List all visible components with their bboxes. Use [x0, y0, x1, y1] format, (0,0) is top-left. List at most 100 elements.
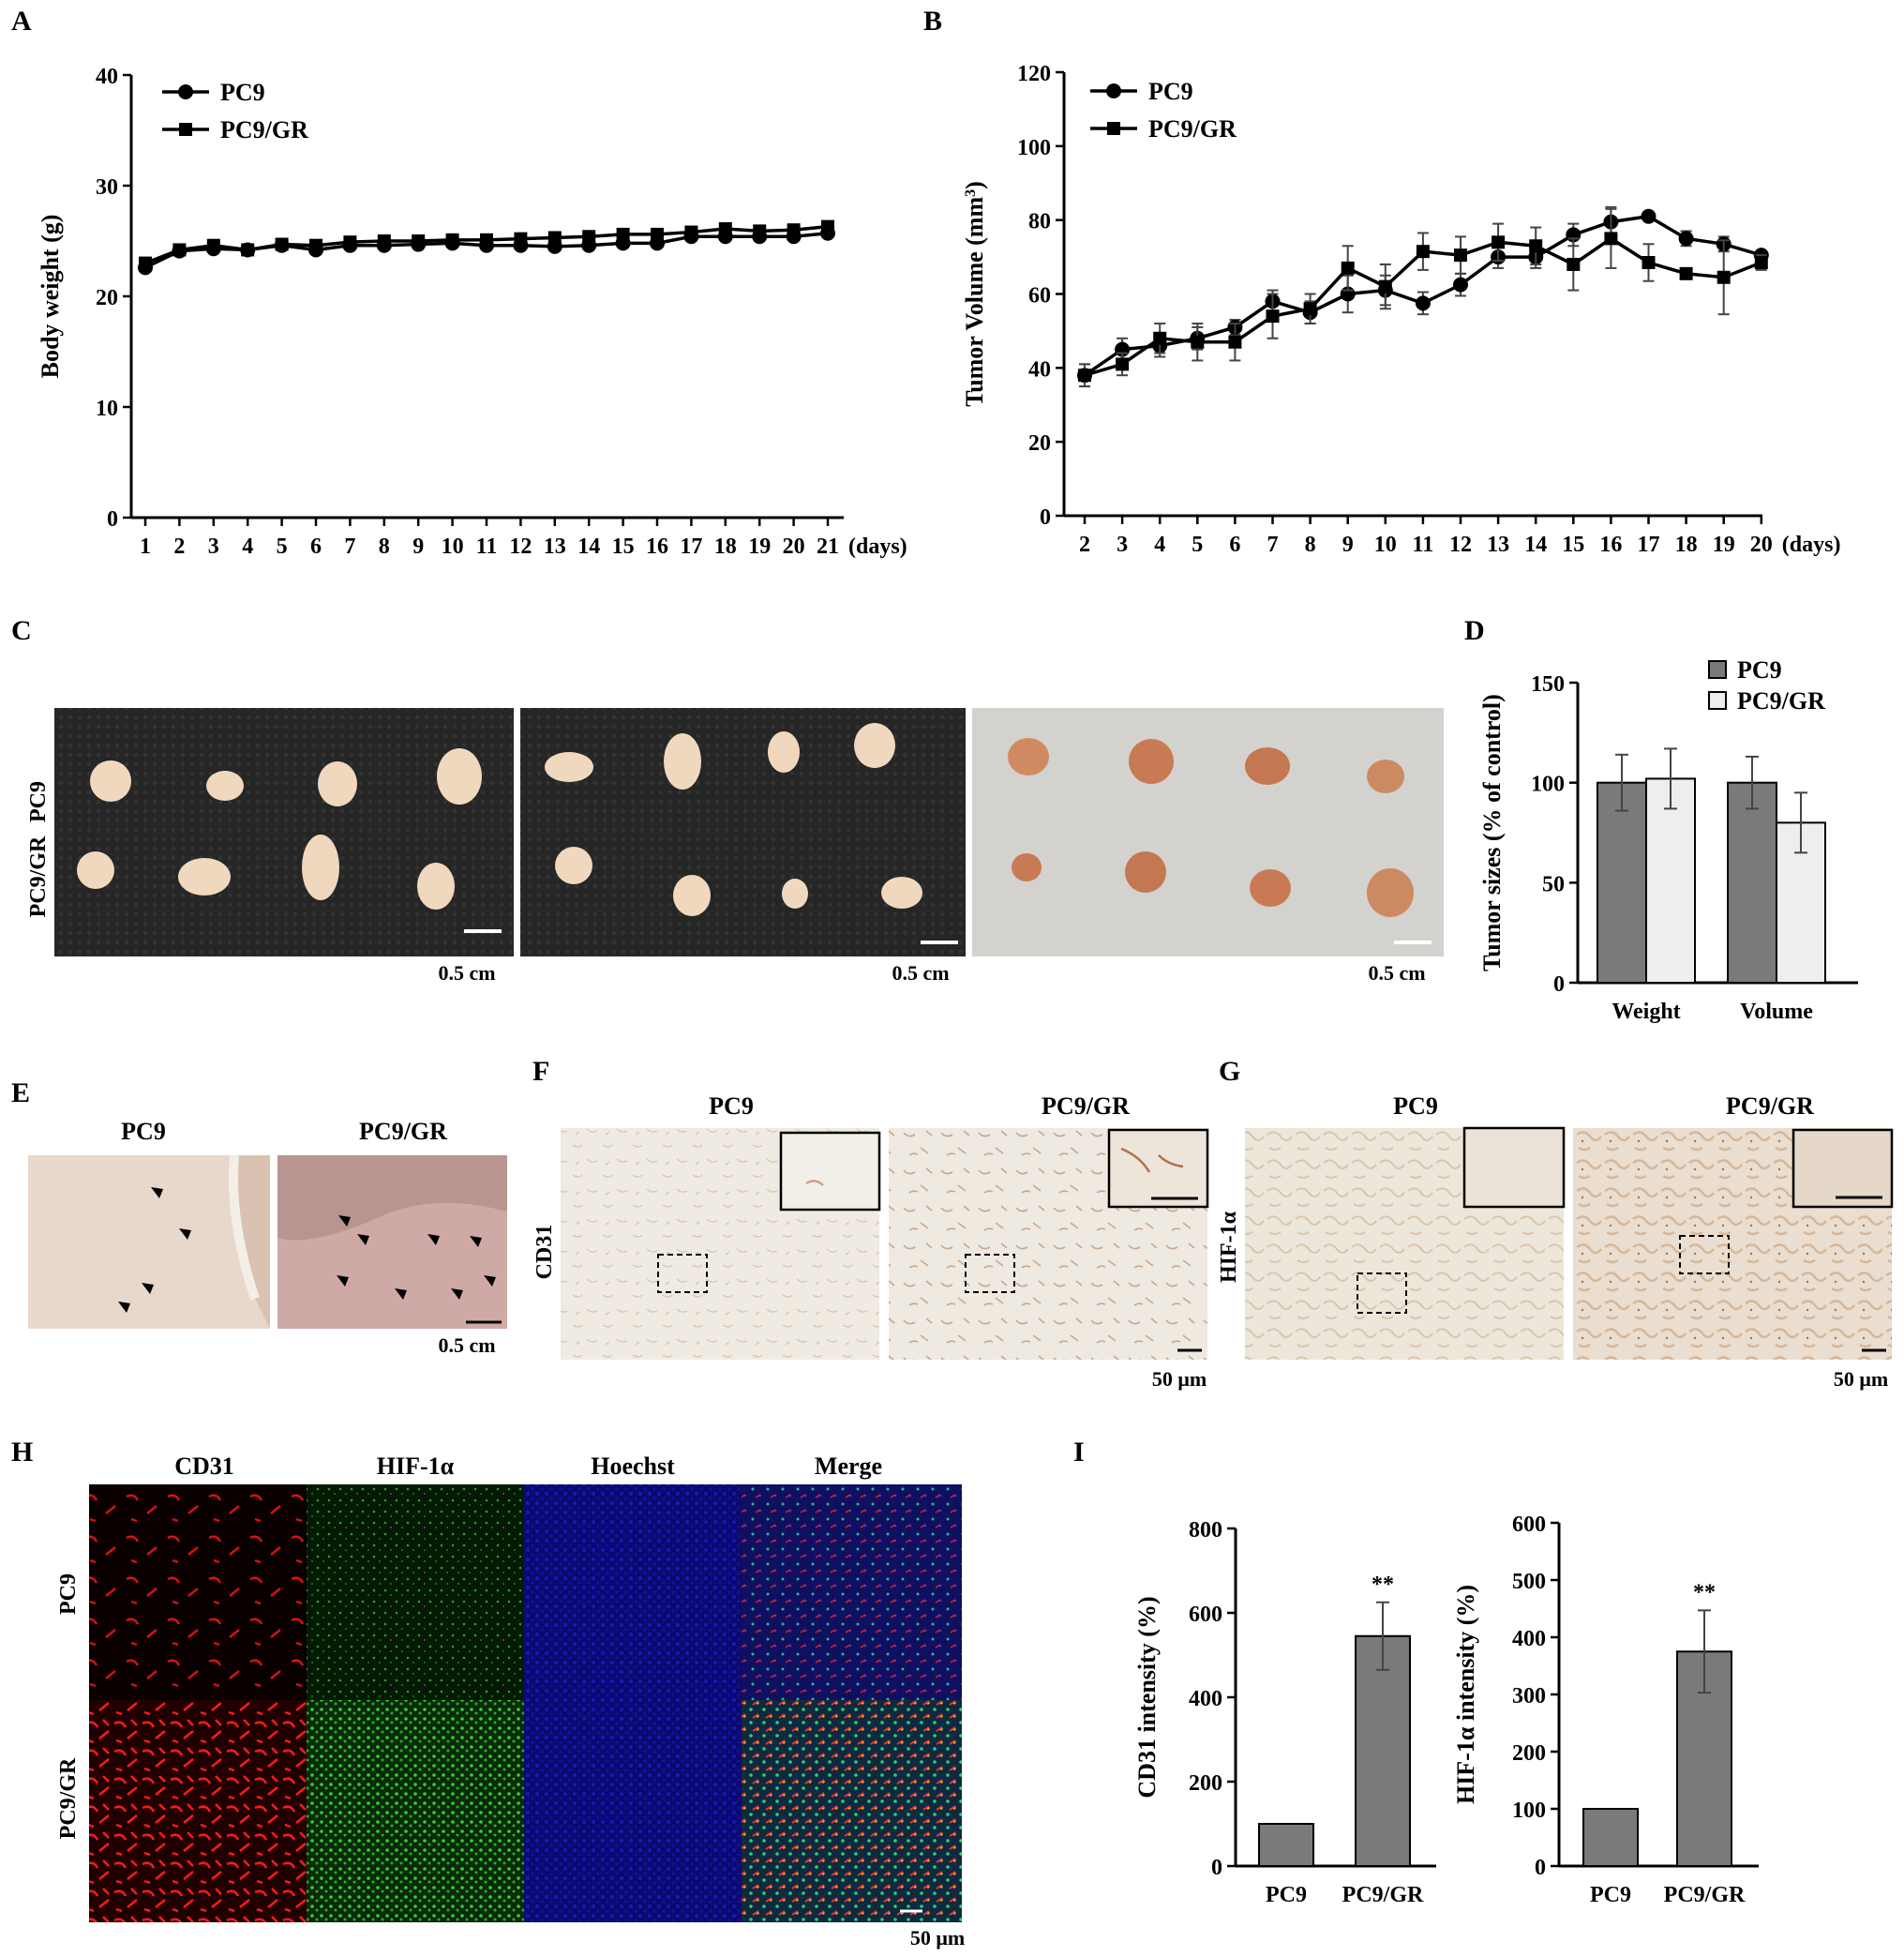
x-tick-label: 7: [1267, 533, 1279, 557]
x-tick-label: 18: [1675, 533, 1698, 557]
x-tick-label: 14: [1524, 533, 1547, 557]
tumor: [1245, 747, 1290, 785]
immunofluorescence-panel: CD31 HIF-1α Hoechst Merge PC9 PC9/GR 50 …: [56, 1453, 965, 1949]
x-tick-label: PC9/GR: [1664, 1883, 1746, 1907]
header-cd31: CD31: [174, 1453, 234, 1480]
merge-image-pc9: [742, 1484, 962, 1700]
tumor-photo-1: [54, 708, 514, 956]
y-tick-label: 50: [1542, 872, 1565, 896]
scale-label: 50 μm: [910, 1926, 965, 1949]
data-point: [412, 234, 426, 248]
x-tick-label: 6: [1229, 533, 1240, 557]
legend-label: PC9/GR: [220, 116, 308, 143]
panel-label-e: E: [11, 1077, 30, 1108]
data-point: [178, 84, 193, 99]
x-axis-label: (days): [1782, 533, 1841, 557]
x-tick-label: 15: [612, 534, 635, 559]
zoom-region: [1679, 1235, 1730, 1274]
header-hif: HIF-1α: [377, 1453, 455, 1480]
data-point: [1106, 83, 1121, 98]
zoom-inset: [1462, 1126, 1566, 1209]
x-tick-label: 13: [1487, 533, 1509, 557]
data-point: [1717, 270, 1731, 284]
x-tick-label: 2: [1079, 533, 1090, 557]
row-label-pc9-gr: PC9/GR: [56, 1757, 81, 1839]
y-tick-label: 0: [1535, 1856, 1546, 1880]
legend-swatch: [1708, 691, 1727, 710]
tumor: [417, 863, 455, 910]
zoom-inset: [1792, 1128, 1894, 1209]
y-tick-label: 80: [1028, 210, 1051, 234]
data-point: [1378, 279, 1392, 294]
data-point: [1642, 255, 1656, 269]
data-point: [514, 232, 528, 246]
scale-label: 0.5 cm: [438, 1333, 495, 1357]
cd31-intensity-chart: 0 200 400 600 800 CD31 intensity (%) PC9 ** PC9/…: [1133, 1518, 1436, 1907]
row-label-pc9: PC9: [26, 781, 51, 822]
x-axis-label: (days): [848, 534, 907, 559]
y-tick-label: 0: [1211, 1856, 1222, 1880]
tumor-photo-2: [520, 708, 966, 956]
scale-label: 50 μm: [1834, 1367, 1888, 1391]
scale-label: 0.5 cm: [892, 961, 949, 985]
hif-intensity-chart: 0 100 200 300 400 500 600 HIF-1α intensity (%) P…: [1452, 1513, 1759, 1907]
tumor: [1367, 760, 1404, 793]
panel-label-c: C: [11, 615, 32, 646]
x-tick-label: Weight: [1612, 1000, 1680, 1024]
y-tick-label: 20: [96, 286, 118, 310]
data-point: [206, 238, 220, 252]
y-tick-label: 400: [1189, 1687, 1222, 1711]
x-tick-label: 10: [442, 534, 464, 559]
panel-label-h: H: [11, 1437, 33, 1468]
tumor: [782, 879, 808, 909]
data-point: [1604, 232, 1618, 246]
tumor: [1012, 853, 1042, 881]
vessel: [805, 1180, 824, 1186]
data-point: [1754, 255, 1768, 269]
x-tick-label: 9: [412, 534, 424, 559]
tumor-photo-3: [972, 708, 1444, 956]
header-pc9: PC9: [1393, 1092, 1438, 1120]
y-tick-label: 600: [1512, 1513, 1546, 1537]
cd31-image-pc9-gr: [89, 1700, 307, 1922]
x-tick-label: 12: [509, 534, 532, 559]
lung-edge: [228, 1154, 260, 1301]
y-axis-label: Tumor sizes (% of control): [1478, 694, 1506, 971]
x-tick-label: 6: [310, 534, 322, 559]
x-tick-label: 4: [1154, 533, 1165, 557]
data-point: [172, 243, 187, 257]
x-tick-label: 21: [817, 534, 839, 559]
data-point: [445, 233, 459, 247]
tumor-size-bar-chart: 0 50 100 150 Tumor sizes (% of control) Weigh…: [1478, 656, 1858, 1024]
x-tick-label: PC9: [1590, 1883, 1631, 1907]
zoom-region: [1357, 1272, 1407, 1314]
y-tick-label: 300: [1512, 1684, 1546, 1709]
x-tick-label: 20: [783, 534, 805, 559]
hoechst-image: [524, 1484, 742, 1922]
data-point: [1529, 239, 1543, 253]
tumor: [673, 875, 711, 916]
bar: [1355, 1634, 1411, 1867]
x-tick-label: 8: [1305, 533, 1316, 557]
header-pc9: PC9: [121, 1118, 166, 1145]
x-tick-label: 5: [1192, 533, 1203, 557]
y-tick-label: 30: [96, 175, 118, 200]
lung-photo-panel: PC9 PC9/GR 0.5 cm: [28, 1118, 507, 1357]
x-tick-label: 17: [680, 534, 702, 559]
y-tick-label: 100: [1531, 773, 1565, 797]
data-point: [309, 238, 322, 252]
data-point: [1641, 208, 1657, 224]
y-tick-label: 120: [1017, 62, 1051, 86]
x-tick-label: 16: [1599, 533, 1622, 557]
data-point: [1228, 335, 1242, 349]
cd31-image-pc9: [89, 1484, 307, 1700]
bar: [1258, 1823, 1314, 1867]
y-tick-label: 60: [1028, 284, 1051, 309]
bar: [1597, 781, 1647, 985]
y-axis-label: Body weight (g): [37, 215, 64, 379]
tumor: [881, 877, 922, 909]
row-label-cd31: CD31: [532, 1225, 557, 1280]
tumor: [302, 835, 339, 900]
x-tick-label: 11: [476, 534, 498, 559]
